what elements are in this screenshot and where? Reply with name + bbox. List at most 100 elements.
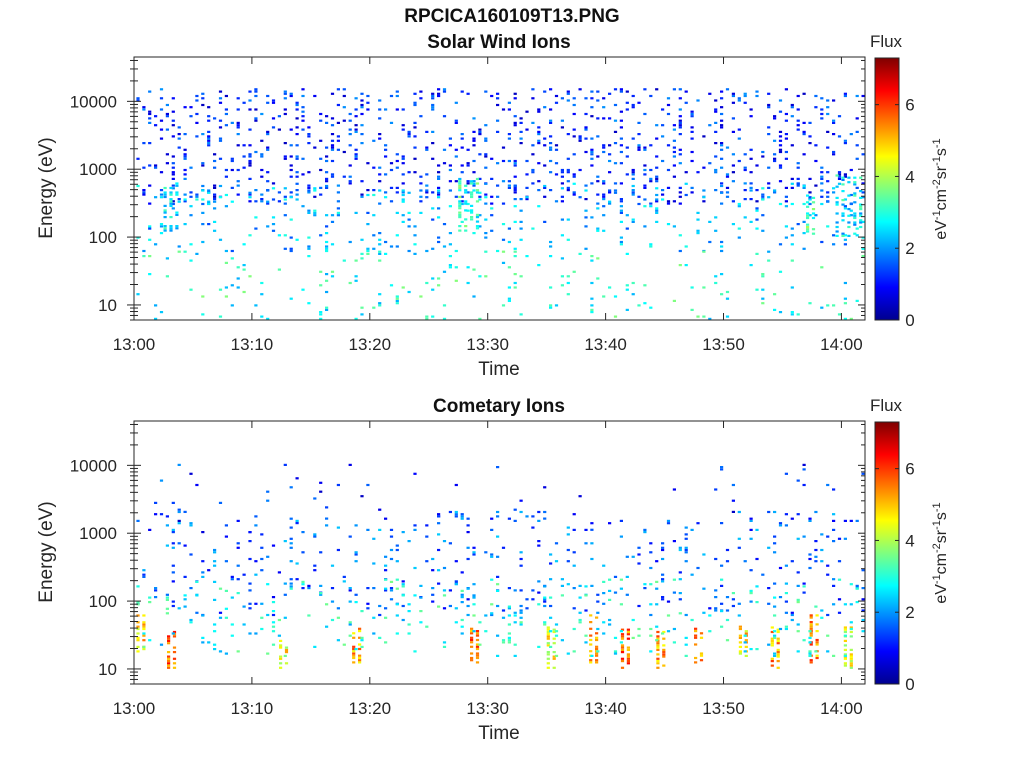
- heatmap-cell: [643, 302, 647, 305]
- heatmap-cell: [802, 463, 806, 466]
- heatmap-cell: [496, 92, 500, 95]
- heatmap-cell: [271, 229, 276, 232]
- heatmap-cell: [384, 517, 388, 520]
- heatmap-cell: [466, 613, 470, 617]
- heatmap-cell: [266, 652, 270, 655]
- heatmap-cell: [213, 184, 217, 187]
- heatmap-cell: [625, 108, 629, 111]
- heatmap-cell: [537, 110, 541, 113]
- heatmap-cell: [620, 646, 625, 649]
- heatmap-cell: [475, 177, 480, 181]
- heatmap-cell: [666, 144, 671, 147]
- heatmap-cell: [201, 641, 205, 644]
- heatmap-cell: [319, 193, 323, 196]
- heatmap-cell: [643, 587, 647, 590]
- heatmap-cell: [602, 229, 606, 232]
- heatmap-cell: [649, 168, 653, 172]
- heatmap-cell: [656, 635, 660, 638]
- heatmap-cell: [572, 128, 576, 131]
- heatmap-cell: [352, 632, 356, 635]
- heatmap-cell: [809, 634, 813, 637]
- heatmap-cell: [513, 92, 517, 95]
- heatmap-cell: [778, 522, 783, 525]
- heatmap-cell: [248, 531, 252, 534]
- heatmap-cell: [613, 119, 618, 122]
- heatmap-cell: [295, 562, 299, 565]
- heatmap-cell: [167, 657, 171, 660]
- heatmap-cell: [325, 517, 329, 520]
- heatmap-cell: [183, 177, 187, 180]
- heatmap-cell: [224, 124, 228, 127]
- heatmap-cell: [796, 162, 800, 165]
- heatmap-cell: [260, 546, 264, 549]
- heatmap-cell: [266, 317, 270, 320]
- heatmap-cell: [389, 121, 394, 124]
- heatmap-cell: [731, 101, 735, 104]
- heatmap-cell: [690, 528, 694, 531]
- heatmap-cell: [784, 119, 788, 122]
- heatmap-cell: [277, 128, 281, 131]
- heatmap-cell: [431, 569, 435, 572]
- heatmap-cell: [236, 133, 240, 136]
- heatmap-cell: [806, 225, 810, 229]
- heatmap-cell: [796, 108, 800, 111]
- heatmap-cell: [531, 144, 535, 147]
- heatmap-cell: [694, 627, 698, 630]
- heatmap-cell: [163, 204, 167, 207]
- heatmap-cell: [218, 139, 223, 142]
- heatmap-cell: [201, 240, 205, 244]
- heatmap-cell: [307, 614, 311, 617]
- heatmap-cell: [554, 101, 559, 104]
- heatmap-cell: [596, 650, 600, 653]
- heatmap-cell: [778, 311, 783, 314]
- heatmap-cell: [662, 644, 666, 647]
- heatmap-cell: [165, 112, 169, 116]
- heatmap-cell: [395, 560, 399, 563]
- heatmap-cell: [743, 92, 747, 95]
- heatmap-cell: [714, 168, 718, 172]
- heatmap-cell: [248, 177, 252, 180]
- heatmap-cell: [770, 644, 774, 647]
- heatmap-cell: [389, 548, 394, 552]
- heatmap-cell: [407, 211, 411, 214]
- heatmap-cell: [413, 234, 417, 237]
- heatmap-cell: [776, 630, 780, 634]
- heatmap-cell: [661, 598, 665, 601]
- heatmap-cell: [301, 115, 305, 118]
- heatmap-cell: [699, 654, 704, 657]
- heatmap-cell: [384, 148, 388, 151]
- heatmap-cell: [154, 304, 158, 307]
- heatmap-cell: [802, 585, 806, 588]
- heatmap-cell: [626, 662, 630, 665]
- heatmap-cell: [684, 613, 688, 617]
- heatmap-cell: [767, 133, 771, 136]
- heatmap-cell: [525, 607, 529, 610]
- heatmap-cell: [708, 220, 712, 223]
- heatmap-cell: [354, 157, 358, 160]
- heatmap-cell: [770, 657, 774, 660]
- heatmap-cell: [342, 643, 346, 646]
- heatmap-cell: [425, 315, 429, 318]
- heatmap-cell: [841, 190, 845, 193]
- heatmap-cell: [366, 223, 370, 226]
- heatmap-cell: [519, 142, 523, 145]
- heatmap-cell: [442, 645, 447, 648]
- heatmap-cell: [811, 232, 816, 235]
- heatmap-cell: [620, 666, 625, 669]
- heatmap-cell: [626, 655, 630, 658]
- heatmap-cell: [625, 308, 629, 311]
- heatmap-cell: [708, 124, 712, 127]
- heatmap-cell: [743, 168, 747, 172]
- heatmap-cell: [608, 286, 612, 289]
- heatmap-cell: [484, 124, 488, 127]
- heatmap-cell: [684, 548, 688, 552]
- heatmap-cell: [744, 654, 748, 657]
- heatmap-cell: [546, 633, 550, 636]
- heatmap-cell: [183, 153, 187, 156]
- heatmap-cell: [649, 634, 653, 637]
- heatmap-cell: [702, 315, 706, 318]
- heatmap-cell: [163, 191, 167, 194]
- heatmap-cell: [470, 656, 474, 660]
- heatmap-cell: [849, 657, 853, 660]
- heatmap-cell: [525, 128, 529, 131]
